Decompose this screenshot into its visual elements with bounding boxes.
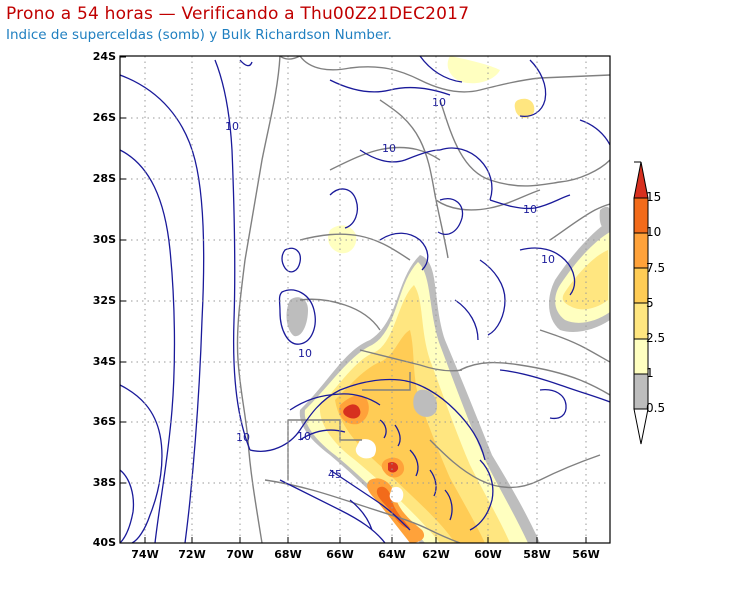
contour-label: 10 [382, 142, 396, 155]
lon-label: 64W [378, 548, 406, 561]
contour-label: 10 [432, 96, 446, 109]
colorbar-label: 7.5 [646, 261, 666, 275]
tick-marks [120, 56, 587, 543]
contour-label: 10 [523, 203, 537, 216]
lon-label: 60W [474, 548, 502, 561]
map-area: 10 10 10 10 10 10 10 10 45 [120, 56, 610, 543]
contour-labels: 10 10 10 10 10 10 10 10 45 [225, 96, 555, 481]
contour-label: 10 [236, 431, 250, 444]
lat-label: 36S [92, 415, 116, 428]
lat-label: 34S [92, 355, 116, 368]
lon-label: 68W [274, 548, 302, 561]
lon-label: 74W [131, 548, 159, 561]
shaded-field [286, 56, 610, 543]
brn-contours [120, 56, 610, 543]
plot-frame [119, 55, 611, 544]
colorbar-label: 1 [646, 366, 654, 380]
map-subtitle: Indice de superceldas (somb) y Bulk Rich… [6, 27, 392, 43]
lat-label: 24S [92, 50, 116, 63]
lat-label: 28S [92, 172, 116, 185]
colorbar-label: 2.5 [646, 331, 666, 345]
colorbar [633, 161, 649, 445]
contour-label: 45 [328, 468, 342, 481]
lon-label: 70W [226, 548, 254, 561]
contour-label: 10 [298, 347, 312, 360]
lon-label: 58W [523, 548, 551, 561]
colorbar-label: 10 [646, 225, 662, 239]
lon-label: 56W [572, 548, 600, 561]
lon-label: 72W [178, 548, 206, 561]
map-title: Prono a 54 horas — Verificando a Thu00Z2… [6, 4, 470, 24]
lat-label: 30S [92, 233, 116, 246]
lat-label: 40S [92, 536, 116, 549]
lat-label: 38S [92, 476, 116, 489]
lat-label: 26S [92, 111, 116, 124]
contour-label: 10 [541, 253, 555, 266]
contour-label: 10 [225, 120, 239, 133]
lat-label: 32S [92, 294, 116, 307]
lon-label: 62W [422, 548, 450, 561]
colorbar-label: 0.5 [646, 401, 666, 415]
contour-label: 10 [297, 430, 311, 443]
graticule [120, 56, 610, 543]
colorbar-label: 15 [646, 190, 662, 204]
lon-label: 66W [326, 548, 354, 561]
colorbar-label: 5 [646, 296, 654, 310]
